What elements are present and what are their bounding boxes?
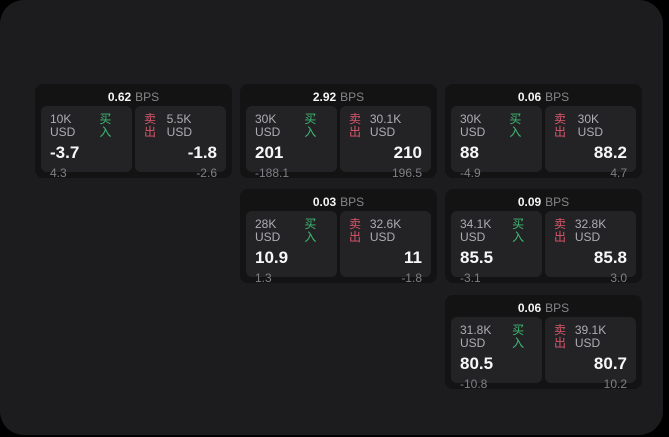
buy-pane[interactable]: 28K USD 买入 10.9 1.3: [246, 211, 337, 285]
sell-delta: 3.0: [610, 271, 627, 285]
buy-amount: 31.8K USD: [460, 323, 492, 350]
quote-card: 0.06 BPS 30K USD 买入 88 -4.9 卖出 30K USD 8…: [445, 84, 642, 180]
buy-quote: 85.5: [460, 248, 494, 267]
buy-side-label: 买入: [304, 217, 317, 244]
quote-card: 0.62 BPS 10K USD 买入 -3.7 4.3 卖出 5.5K USD…: [35, 84, 232, 180]
buy-quote: 201: [255, 143, 284, 162]
bps-value: 2.92: [312, 90, 337, 104]
sell-amount: 5.5K USD: [166, 112, 192, 139]
bps-unit-label: BPS: [135, 90, 160, 104]
bps-header: 0.09 BPS: [451, 193, 636, 211]
quote-card: 2.92 BPS 30K USD 买入 201 -188.1 卖出 30.1K …: [240, 84, 437, 180]
buy-delta: 1.3: [255, 271, 272, 285]
buy-quote: -3.7: [50, 143, 80, 162]
sell-delta: -1.8: [401, 271, 422, 285]
buy-side-label: 买入: [99, 112, 112, 139]
bps-value: 0.62: [107, 90, 132, 104]
sell-pane[interactable]: 卖出 39.1K USD 80.7 10.2: [545, 317, 636, 391]
buy-quote: 80.5: [460, 354, 494, 373]
buy-delta: -10.8: [460, 377, 488, 391]
sell-side-label: 卖出: [144, 112, 157, 139]
bps-unit-label: BPS: [545, 90, 570, 104]
buy-amount: 28K USD: [255, 217, 281, 244]
sell-quote: 80.7: [593, 354, 627, 373]
bps-header: 2.92 BPS: [246, 88, 431, 106]
buy-amount: 30K USD: [460, 112, 486, 139]
buy-amount: 30K USD: [255, 112, 281, 139]
buy-quote: 88: [460, 143, 479, 162]
quote-card: 0.06 BPS 31.8K USD 买入 80.5 -10.8 卖出 39.1…: [445, 295, 642, 391]
buy-side-label: 买入: [512, 217, 525, 244]
sell-delta: -2.6: [196, 166, 217, 180]
bps-unit-label: BPS: [545, 301, 570, 315]
sell-pane[interactable]: 卖出 30.1K USD 210 196.5: [340, 106, 431, 180]
sell-amount: 32.6K USD: [369, 217, 402, 244]
quote-card: 0.03 BPS 28K USD 买入 10.9 1.3 卖出 32.6K US…: [240, 189, 437, 285]
buy-amount: 10K USD: [50, 112, 76, 139]
buy-pane[interactable]: 10K USD 买入 -3.7 4.3: [41, 106, 132, 180]
buy-quote: 10.9: [255, 248, 289, 267]
sell-side-label: 卖出: [349, 217, 362, 244]
sell-quote: 210: [393, 143, 422, 162]
sell-pane[interactable]: 卖出 32.6K USD 11 -1.8: [340, 211, 431, 285]
buy-delta: -3.1: [460, 271, 481, 285]
sell-pane[interactable]: 卖出 32.8K USD 85.8 3.0: [545, 211, 636, 285]
buy-side-label: 买入: [512, 323, 525, 350]
sell-amount: 30K USD: [577, 112, 604, 139]
sell-side-label: 卖出: [554, 217, 567, 244]
buy-delta: 4.3: [50, 166, 67, 180]
buy-side-label: 买入: [304, 112, 317, 139]
sell-delta: 196.5: [391, 166, 422, 180]
sell-quote: -1.8: [187, 143, 217, 162]
bps-value: 0.03: [312, 195, 337, 209]
sell-delta: 10.2: [603, 377, 627, 391]
bps-value: 0.06: [517, 301, 542, 315]
bps-header: 0.06 BPS: [451, 88, 636, 106]
bps-header: 0.62 BPS: [41, 88, 226, 106]
buy-pane[interactable]: 30K USD 买入 201 -188.1: [246, 106, 337, 180]
sell-amount: 39.1K USD: [574, 323, 607, 350]
sell-side-label: 卖出: [554, 323, 567, 350]
sell-amount: 32.8K USD: [574, 217, 607, 244]
sell-quote: 88.2: [593, 143, 627, 162]
sell-pane[interactable]: 卖出 30K USD 88.2 4.7: [545, 106, 636, 180]
quote-card: 0.09 BPS 34.1K USD 买入 85.5 -3.1 卖出 32.8K…: [445, 189, 642, 285]
bps-value: 0.09: [517, 195, 542, 209]
buy-amount: 34.1K USD: [460, 217, 492, 244]
sell-delta: 4.7: [610, 166, 627, 180]
buy-delta: -188.1: [255, 166, 290, 180]
bps-unit-label: BPS: [340, 195, 365, 209]
bps-header: 0.03 BPS: [246, 193, 431, 211]
buy-pane[interactable]: 34.1K USD 买入 85.5 -3.1: [451, 211, 542, 285]
bps-unit-label: BPS: [340, 90, 365, 104]
bps-unit-label: BPS: [545, 195, 570, 209]
sell-quote: 85.8: [593, 248, 627, 267]
sell-side-label: 卖出: [349, 112, 362, 139]
buy-pane[interactable]: 31.8K USD 买入 80.5 -10.8: [451, 317, 542, 391]
buy-pane[interactable]: 30K USD 买入 88 -4.9: [451, 106, 542, 180]
sell-side-label: 卖出: [554, 112, 567, 139]
sell-quote: 11: [404, 248, 422, 267]
buy-delta: -4.9: [460, 166, 481, 180]
bps-value: 0.06: [517, 90, 542, 104]
sell-pane[interactable]: 卖出 5.5K USD -1.8 -2.6: [135, 106, 226, 180]
bps-header: 0.06 BPS: [451, 299, 636, 317]
buy-side-label: 买入: [509, 112, 522, 139]
sell-amount: 30.1K USD: [369, 112, 402, 139]
